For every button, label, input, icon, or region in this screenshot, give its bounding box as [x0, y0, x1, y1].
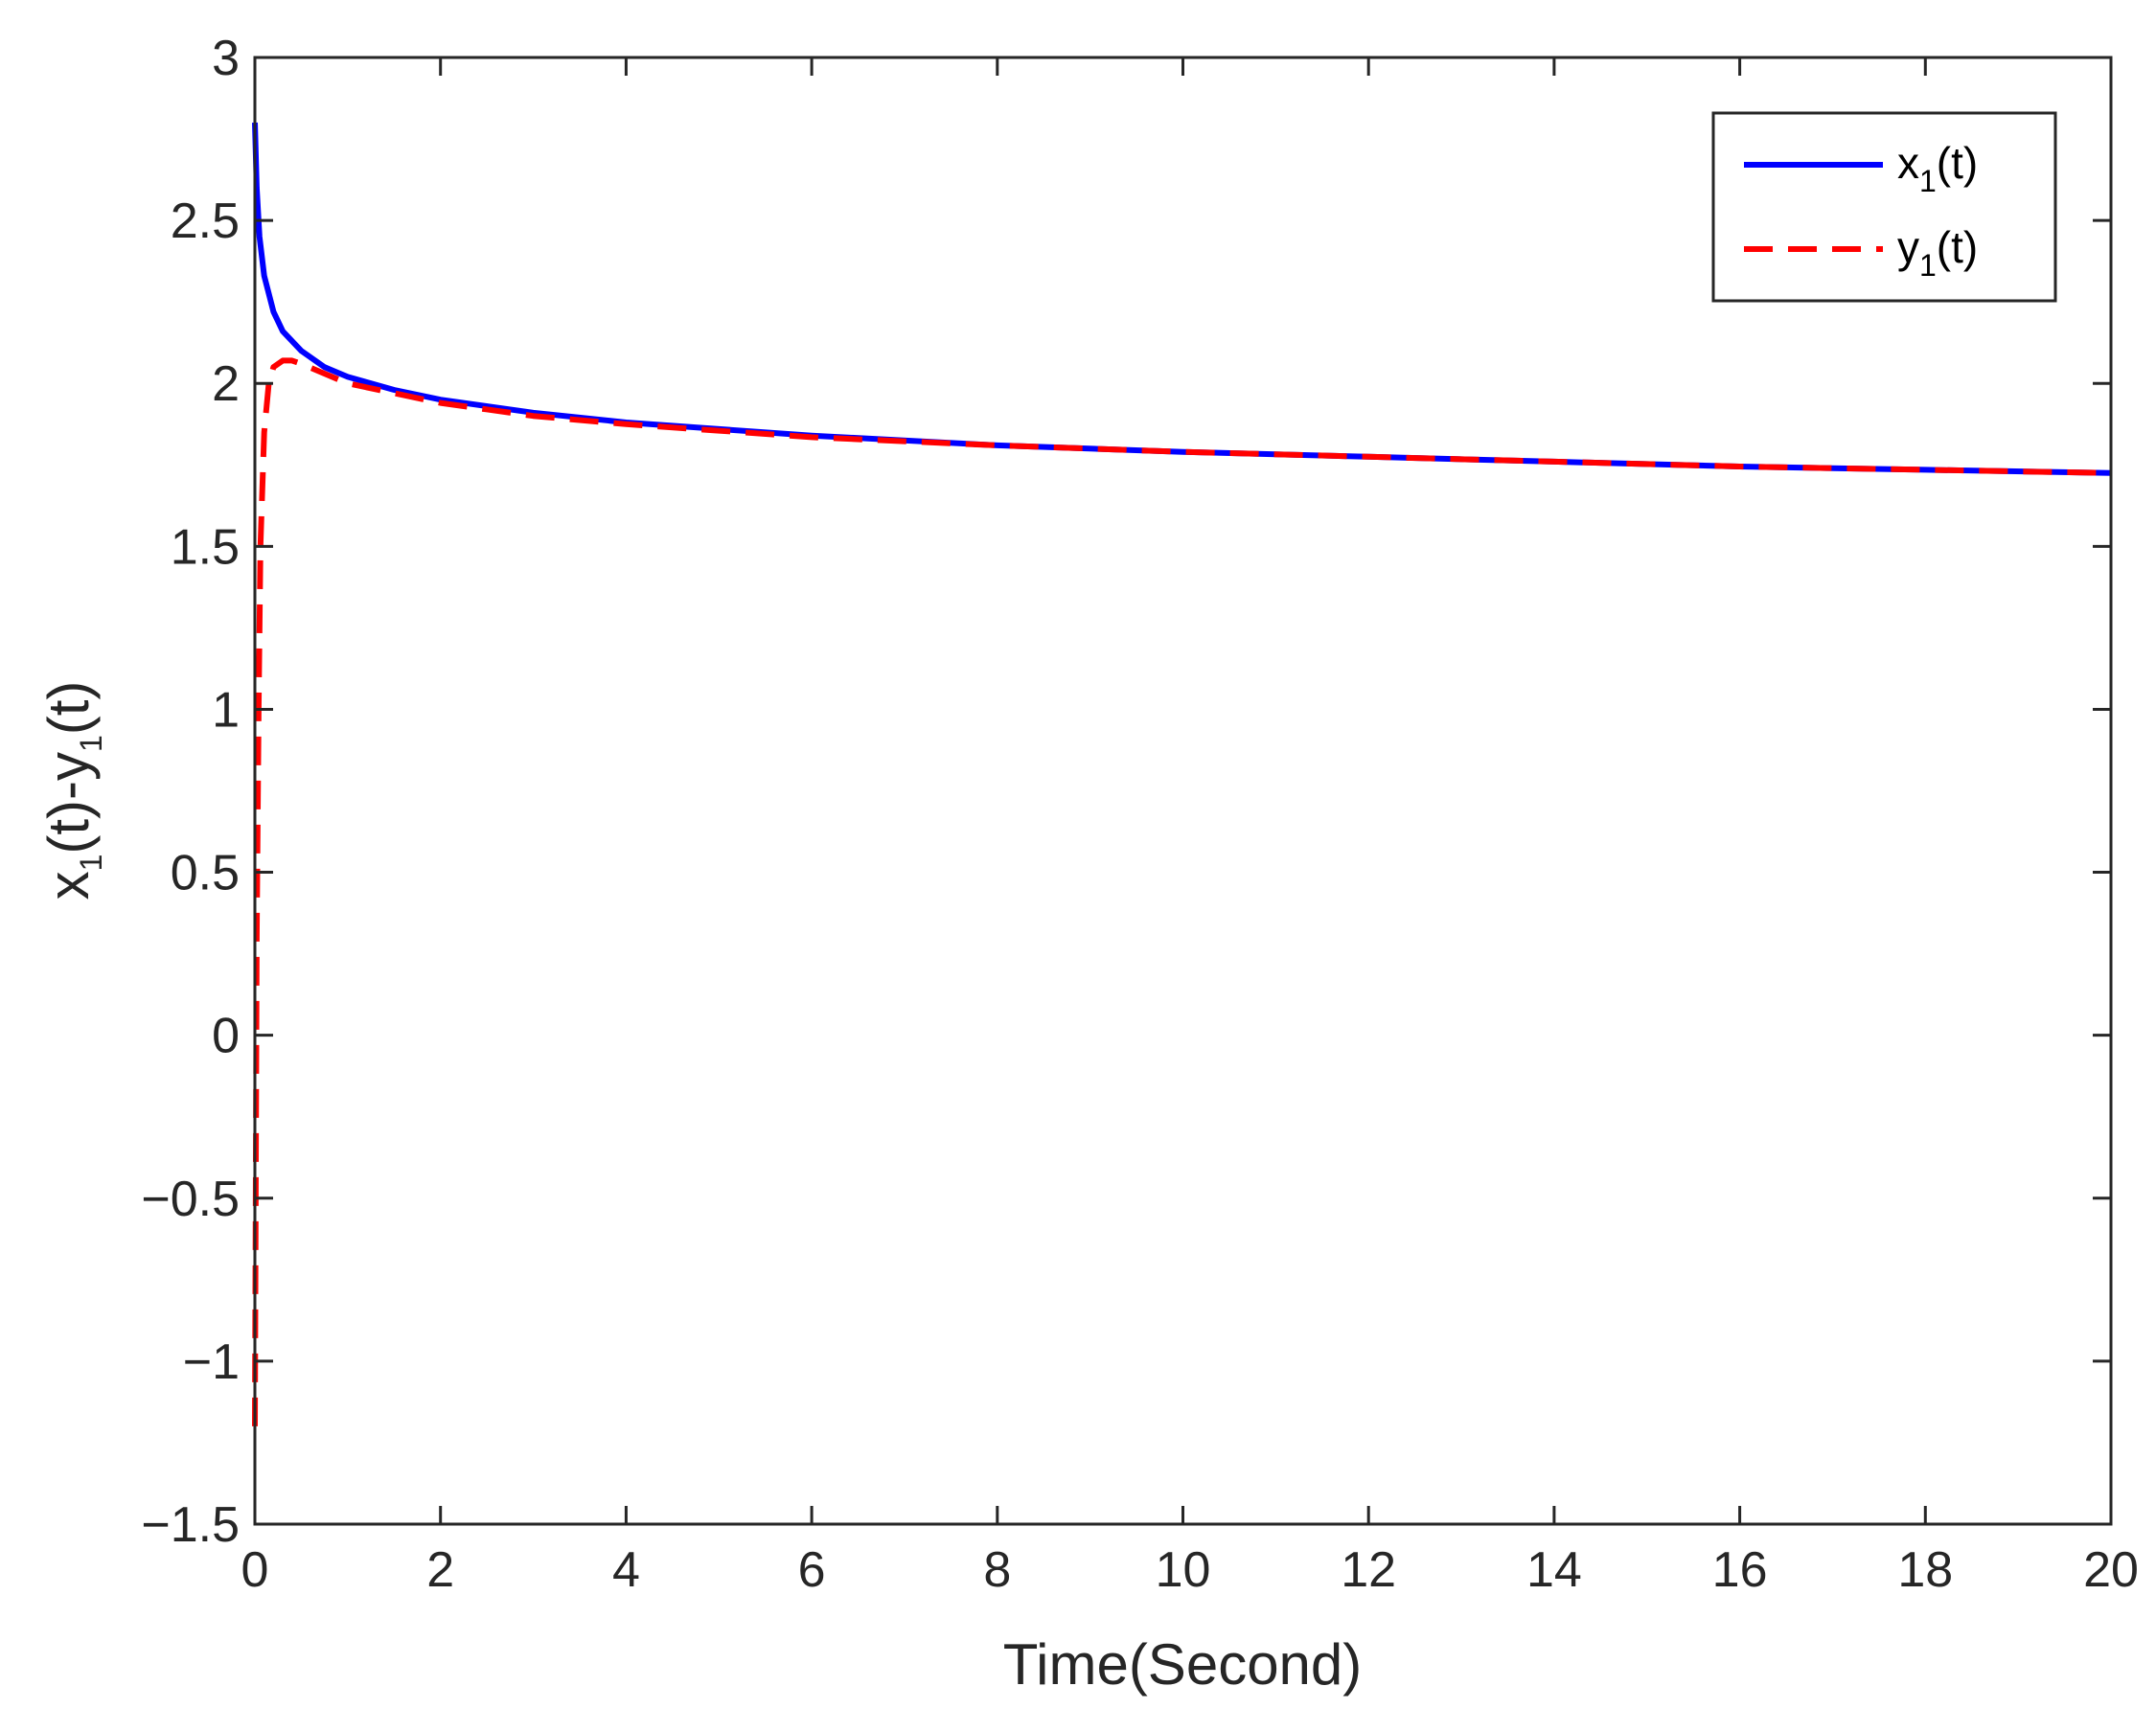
- x-tick-label: 18: [1897, 1542, 1953, 1598]
- tick-layer: 0 2 4 6 8 10 12 14 16 18 20 −1.5 −1 −0.5 0 0.5 1 1.5 2 2.5 3: [141, 31, 2139, 1598]
- y-tick-label: −0.5: [141, 1172, 240, 1227]
- x-tick-label: 16: [1712, 1542, 1768, 1598]
- legend-label-y1-sub: 1: [1919, 248, 1937, 283]
- x-axis-title: Time(Second): [1003, 1632, 1363, 1697]
- x-tick-label: 20: [2083, 1542, 2139, 1598]
- x-tick-label: 6: [798, 1542, 826, 1598]
- y-tick-label: 2: [212, 356, 240, 412]
- legend: x1(t) y1(t): [1711, 111, 2057, 303]
- x-tick-label: 8: [983, 1542, 1011, 1598]
- series-line-y1: [252, 357, 2112, 1426]
- y-tick-label: 0: [212, 1009, 240, 1064]
- y-axis-title-sub-2: 1: [74, 735, 108, 752]
- x-tick-label: 14: [1526, 1542, 1582, 1598]
- y-axis-title-base-1: x: [36, 871, 101, 900]
- legend-label-y1-end: (t): [1937, 222, 1978, 272]
- y-tick-label: 1.5: [171, 519, 240, 575]
- y-axis-title-end: (t): [36, 681, 101, 736]
- y-tick-label: 2.5: [171, 194, 240, 249]
- legend-label-x1-end: (t): [1937, 138, 1978, 188]
- y-tick-label: −1: [183, 1334, 240, 1390]
- y-axis-title-sub-1: 1: [74, 854, 108, 872]
- y-axis-title: x1(t)-y1(t): [36, 681, 108, 900]
- y-tick-label: 1: [212, 682, 240, 738]
- legend-label-y1: y1(t): [1897, 222, 1978, 283]
- x-tick-label: 10: [1156, 1542, 1211, 1598]
- axes-box: [253, 56, 2113, 1526]
- x-tick-label: 12: [1341, 1542, 1396, 1598]
- legend-box: [1711, 111, 2057, 303]
- legend-label-x1-sub: 1: [1919, 164, 1937, 198]
- y-tick-label: 3: [212, 31, 240, 86]
- legend-label-x1: x1(t): [1897, 138, 1978, 198]
- x-tick-label: 4: [612, 1542, 640, 1598]
- y-tick-label: −1.5: [141, 1497, 240, 1553]
- y-tick-label: 0.5: [171, 846, 240, 901]
- y-axis-title-mid: (t)-y: [36, 752, 101, 854]
- legend-label-x1-base: x: [1897, 138, 1919, 188]
- legend-label-y1-base: y: [1897, 222, 1919, 272]
- series-layer: [252, 122, 2112, 1426]
- x-tick-label: 2: [426, 1542, 454, 1598]
- x-tick-label: 0: [241, 1542, 269, 1598]
